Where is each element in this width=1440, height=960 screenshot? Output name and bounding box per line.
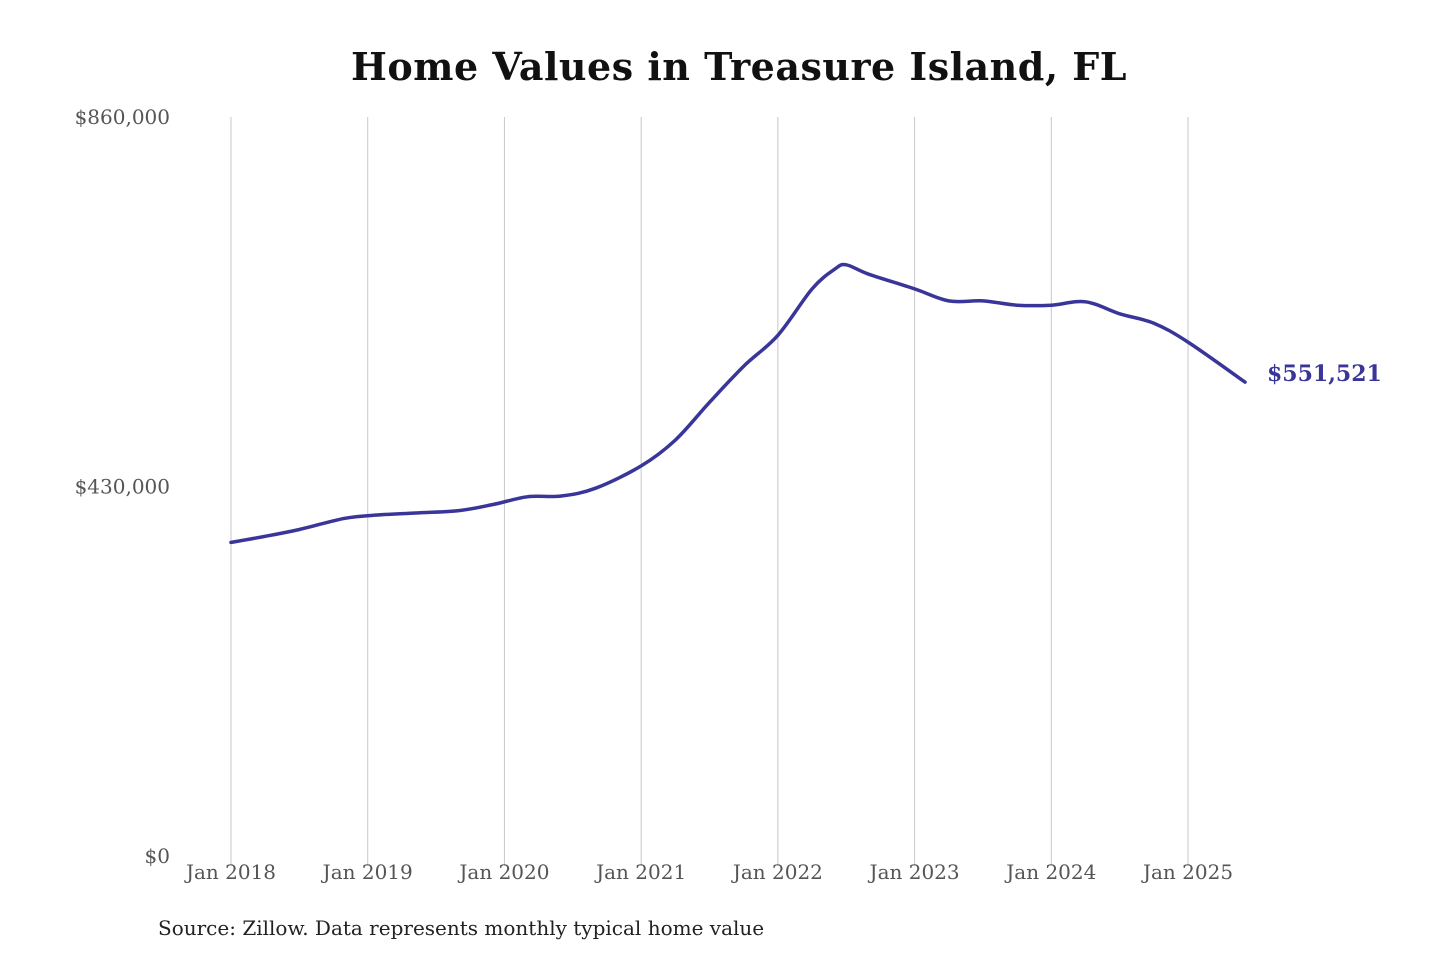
x-tick-label: Jan 2020 bbox=[457, 860, 549, 884]
x-tick-label: Jan 2025 bbox=[1141, 860, 1233, 884]
y-tick-label: $430,000 bbox=[75, 475, 170, 499]
y-axis-labels: $0 $430,000 $860,000 bbox=[75, 105, 170, 868]
series-end-label: $551,521 bbox=[1267, 361, 1382, 387]
x-axis-labels: Jan 2018 Jan 2019 Jan 2020 Jan 2021 Jan 2022… bbox=[184, 860, 1233, 884]
x-tick-label: Jan 2023 bbox=[868, 860, 960, 884]
x-tick-label: Jan 2022 bbox=[731, 860, 823, 884]
series-group: $551,521 bbox=[229, 262, 1382, 545]
x-tick-label: Jan 2019 bbox=[321, 860, 413, 884]
x-tick-label: Jan 2024 bbox=[1004, 860, 1096, 884]
source-note: Source: Zillow. Data represents monthly … bbox=[158, 916, 765, 940]
x-tick-label: Jan 2018 bbox=[184, 860, 276, 884]
y-tick-label: $860,000 bbox=[75, 105, 170, 129]
y-tick-label: $0 bbox=[145, 844, 170, 868]
chart-title: Home Values in Treasure Island, FL bbox=[351, 44, 1127, 89]
series-line bbox=[229, 262, 1247, 545]
x-tick-label: Jan 2021 bbox=[594, 860, 686, 884]
x-gridlines bbox=[230, 117, 1189, 866]
